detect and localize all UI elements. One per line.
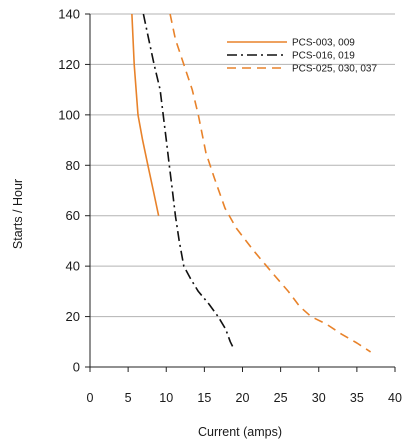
series — [131, 13, 372, 353]
x-tick-label-10: 10 — [159, 391, 173, 405]
x-tick-label-25: 25 — [274, 391, 288, 405]
y-tick-label-60: 60 — [66, 208, 80, 223]
legend: PCS-003, 009 PCS-016, 019 PCS-025, 030, 03… — [227, 38, 377, 75]
axes: 0 20 40 60 80 100 120 140 0 5 10 15 20 25 30 35 40 — [58, 7, 402, 406]
y-axis-title: Starts / Hour — [11, 179, 25, 249]
legend-label-2: PCS-016, 019 — [292, 51, 355, 62]
x-tick-label-30: 30 — [312, 391, 326, 405]
x-tick-label-20: 20 — [236, 391, 250, 405]
x-tick-label-0: 0 — [87, 391, 94, 405]
y-tick-label-40: 40 — [66, 259, 80, 274]
x-tick-label-15: 15 — [197, 391, 211, 405]
series-line-1 — [131, 13, 160, 216]
legend-label-3: PCS-025, 030, 037 — [292, 64, 377, 75]
y-tick-label-0: 0 — [73, 360, 80, 375]
grid — [90, 13, 395, 318]
y-tick-label-20: 20 — [66, 309, 80, 324]
y-tick-label-140: 140 — [58, 7, 80, 22]
x-tick-label-5: 5 — [125, 391, 132, 405]
y-tick-label-80: 80 — [66, 158, 80, 173]
x-tick-label-35: 35 — [350, 391, 364, 405]
legend-label-1: PCS-003, 009 — [292, 38, 355, 49]
y-tick-label-100: 100 — [58, 107, 80, 122]
y-tick-label-120: 120 — [58, 57, 80, 72]
series-line-3 — [169, 13, 372, 353]
x-tick-label-40: 40 — [388, 391, 402, 405]
x-axis-title: Current (amps) — [198, 425, 282, 439]
